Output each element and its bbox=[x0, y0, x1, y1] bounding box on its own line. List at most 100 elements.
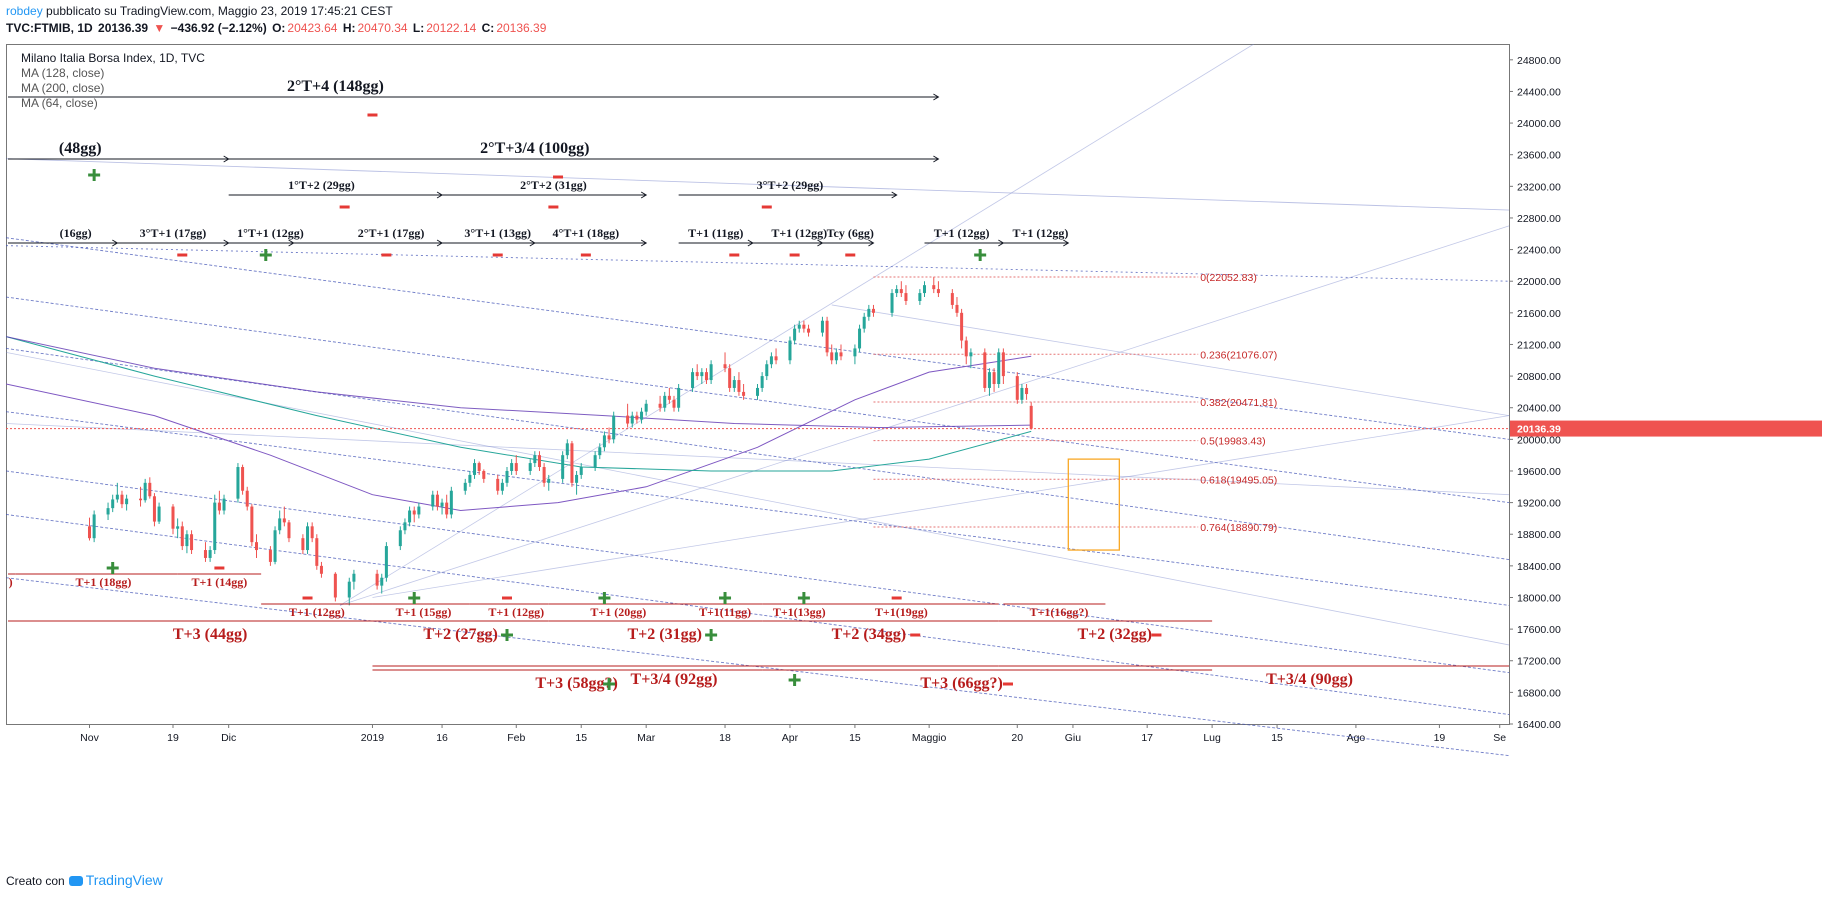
candle-body bbox=[918, 293, 922, 301]
trend-channel-line bbox=[5, 237, 1510, 440]
close-value: 20136.39 bbox=[496, 21, 547, 35]
x-tick-label: Mar bbox=[637, 732, 656, 744]
candle-body bbox=[431, 494, 435, 507]
y-tick-label: 17600.00 bbox=[1517, 624, 1561, 636]
cycle-label: T+1(11gg) bbox=[699, 605, 751, 619]
minus-sign-icon bbox=[548, 205, 559, 209]
candle-body bbox=[862, 316, 866, 329]
fib-level-label: 0.382(20471.81) bbox=[1200, 397, 1277, 409]
minus-sign-icon bbox=[177, 253, 188, 257]
candle-body bbox=[732, 380, 736, 388]
candle-body bbox=[143, 482, 147, 501]
candle-body bbox=[630, 415, 634, 424]
high-value: 20470.34 bbox=[357, 21, 408, 35]
trend-channel-line bbox=[5, 411, 1510, 606]
fib-level-label: 0.5(19983.43) bbox=[1200, 436, 1265, 448]
candle-body bbox=[565, 443, 569, 456]
candle-body bbox=[728, 368, 732, 388]
y-tick-label: 16400.00 bbox=[1517, 719, 1561, 731]
candle-body bbox=[626, 415, 630, 424]
candle-body bbox=[987, 372, 991, 388]
candle-body bbox=[575, 474, 579, 483]
candle-body bbox=[148, 482, 152, 497]
legend-title: Milano Italia Borsa Index, 1D, TVC bbox=[21, 51, 205, 65]
minus-sign-icon bbox=[910, 633, 921, 637]
candle-body bbox=[482, 470, 486, 479]
candle-body bbox=[306, 526, 310, 551]
candle-body bbox=[282, 518, 286, 523]
cycle-label: T+1 (20gg) bbox=[590, 605, 646, 619]
y-tick-label: 22000.00 bbox=[1517, 276, 1561, 288]
candle-body bbox=[477, 463, 481, 471]
candle-body bbox=[561, 455, 565, 479]
minus-sign-icon bbox=[891, 596, 902, 600]
minus-sign-icon bbox=[502, 596, 512, 600]
candle-body bbox=[254, 542, 259, 551]
y-tick-label: 21200.00 bbox=[1517, 339, 1561, 351]
tradingview-link[interactable]: TradingView bbox=[85, 872, 163, 888]
publish-date: pubblicato su TradingView.com, Maggio 23… bbox=[42, 4, 393, 18]
candle-body bbox=[287, 522, 291, 539]
cycle-label: T+1 (12gg) bbox=[934, 226, 990, 240]
candle-body bbox=[352, 573, 356, 582]
minus-sign-icon bbox=[729, 253, 740, 257]
plus-sign-icon bbox=[602, 592, 606, 604]
candle-body bbox=[997, 352, 1001, 384]
cycle-arrow-icon bbox=[933, 93, 940, 101]
cycle-arrow-icon bbox=[817, 239, 824, 247]
cycle-label: T+3/4 (90gg) bbox=[1266, 671, 1353, 688]
candle-body bbox=[496, 478, 500, 491]
candle-body bbox=[1015, 376, 1019, 400]
minus-sign-icon bbox=[1151, 633, 1162, 637]
cycle-arrow-icon bbox=[933, 155, 940, 163]
cycle-label: T+1 (12gg) bbox=[289, 605, 345, 619]
y-tick-label: 24400.00 bbox=[1517, 86, 1561, 98]
cycle-label: 2°T+4 (148gg) bbox=[287, 78, 384, 95]
fib-level-label: 0.618(19495.05) bbox=[1200, 474, 1277, 486]
symbol-label: TVC:FTMIB, 1D bbox=[6, 21, 93, 35]
fan-line bbox=[372, 415, 1510, 598]
x-tick-label: 15 bbox=[849, 732, 861, 744]
candle-body bbox=[709, 364, 713, 381]
author-link[interactable]: robdey bbox=[6, 4, 43, 18]
last-price-tag bbox=[1510, 420, 1822, 437]
cycle-label: 3°T+1 (17gg) bbox=[140, 226, 207, 240]
cycle-label: T+1 (18gg) bbox=[75, 575, 131, 589]
x-tick-label: Lug bbox=[1203, 732, 1221, 744]
x-tick-label: 20 bbox=[1011, 732, 1023, 744]
cycle-arrow-icon bbox=[529, 239, 536, 247]
minus-sign-icon bbox=[845, 253, 856, 257]
candle-body bbox=[793, 328, 797, 341]
candle-body bbox=[533, 455, 537, 464]
legend-ma200: MA (200, close) bbox=[21, 81, 105, 95]
x-tick-label: 15 bbox=[1271, 732, 1283, 744]
fib-level-label: 0(22052.83) bbox=[1200, 272, 1257, 284]
fib-level-label: 0.764(18890.79) bbox=[1200, 522, 1277, 534]
candle-body bbox=[820, 320, 824, 333]
y-tick-label: 22800.00 bbox=[1517, 213, 1561, 225]
cycle-label: T+2 (34gg) bbox=[832, 626, 906, 643]
candle-body bbox=[180, 526, 184, 547]
cycle-label: Tcy (6gg) bbox=[827, 226, 874, 240]
candle-body bbox=[347, 581, 351, 598]
price-chart[interactable]: 16400.00 16800.00 17200.00 17600.00 18000.00… bbox=[5, 43, 1822, 862]
plus-sign-icon bbox=[505, 629, 509, 641]
low-label: L: bbox=[412, 21, 425, 35]
cycle-label: T+3 (44gg) bbox=[173, 626, 247, 643]
x-tick-label: 15 bbox=[575, 732, 587, 744]
minus-sign-icon bbox=[553, 175, 564, 179]
ohlc-header: TVC:FTMIB, 1D 20136.39 ▼ −436.92 (−2.12%… bbox=[6, 21, 548, 35]
candle-body bbox=[92, 514, 96, 539]
candle-body bbox=[867, 308, 871, 317]
plus-sign-icon bbox=[709, 629, 713, 641]
ma-line bbox=[5, 336, 1032, 429]
candle-body bbox=[125, 498, 129, 505]
plus-sign-icon bbox=[264, 249, 268, 261]
cycle-label: 1°T+1 (12gg) bbox=[237, 226, 304, 240]
candle-body bbox=[593, 455, 597, 468]
candle-body bbox=[723, 364, 727, 369]
candle-body bbox=[640, 411, 644, 420]
candle-body bbox=[644, 403, 648, 412]
tradingview-logo-icon bbox=[68, 876, 83, 886]
chart-area[interactable]: 16400.00 16800.00 17200.00 17600.00 18000.00… bbox=[5, 43, 1822, 862]
